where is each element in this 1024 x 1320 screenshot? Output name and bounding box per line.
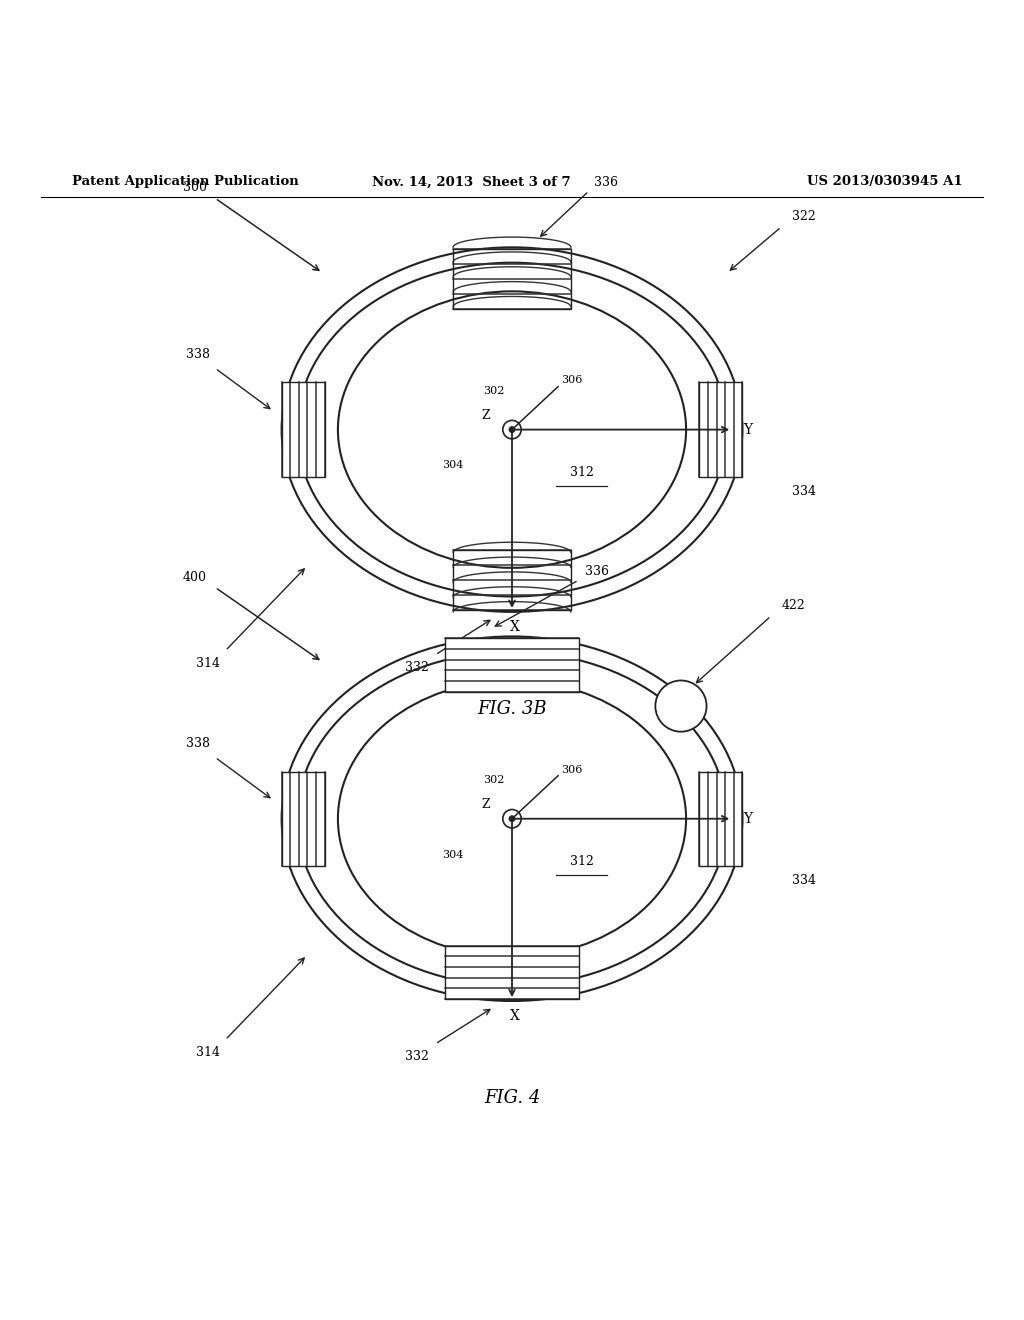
Text: Y: Y: [743, 422, 752, 437]
Text: 338: 338: [185, 348, 210, 362]
Text: FIG. 4: FIG. 4: [483, 1089, 541, 1107]
Text: Nov. 14, 2013  Sheet 3 of 7: Nov. 14, 2013 Sheet 3 of 7: [372, 176, 570, 189]
Text: 322: 322: [792, 210, 816, 223]
Polygon shape: [445, 639, 579, 692]
Text: 338: 338: [185, 738, 210, 751]
Text: 314: 314: [196, 1045, 220, 1059]
Text: FIG. 3B: FIG. 3B: [477, 700, 547, 718]
Text: 332: 332: [404, 661, 429, 673]
Text: Patent Application Publication: Patent Application Publication: [72, 176, 298, 189]
Text: 304: 304: [442, 461, 463, 470]
Polygon shape: [699, 772, 742, 866]
Text: 300: 300: [182, 181, 207, 194]
Text: 400: 400: [182, 570, 207, 583]
Text: 306: 306: [561, 764, 583, 775]
Text: 312: 312: [569, 855, 594, 869]
Circle shape: [503, 420, 521, 438]
Text: 302: 302: [483, 385, 504, 396]
Text: 334: 334: [792, 484, 816, 498]
Circle shape: [509, 426, 515, 433]
Circle shape: [503, 809, 521, 828]
Polygon shape: [699, 383, 742, 477]
Circle shape: [509, 816, 515, 822]
Text: Z: Z: [481, 797, 489, 810]
Text: 332: 332: [404, 1049, 429, 1063]
Text: 306: 306: [561, 375, 583, 385]
Text: X: X: [510, 620, 520, 634]
Text: Y: Y: [743, 812, 752, 826]
Text: X: X: [510, 1010, 520, 1023]
Polygon shape: [445, 945, 579, 999]
Text: 312: 312: [569, 466, 594, 479]
Text: Z: Z: [481, 409, 489, 422]
Circle shape: [655, 681, 707, 731]
Text: 336: 336: [594, 177, 618, 189]
Text: 302: 302: [483, 775, 504, 785]
Polygon shape: [282, 772, 325, 866]
Text: US 2013/0303945 A1: US 2013/0303945 A1: [807, 176, 963, 189]
Text: 422: 422: [781, 599, 806, 612]
Text: 314: 314: [196, 656, 220, 669]
Text: 336: 336: [585, 565, 609, 578]
Text: 304: 304: [442, 850, 463, 859]
Text: 334: 334: [792, 874, 816, 887]
Polygon shape: [282, 383, 325, 477]
